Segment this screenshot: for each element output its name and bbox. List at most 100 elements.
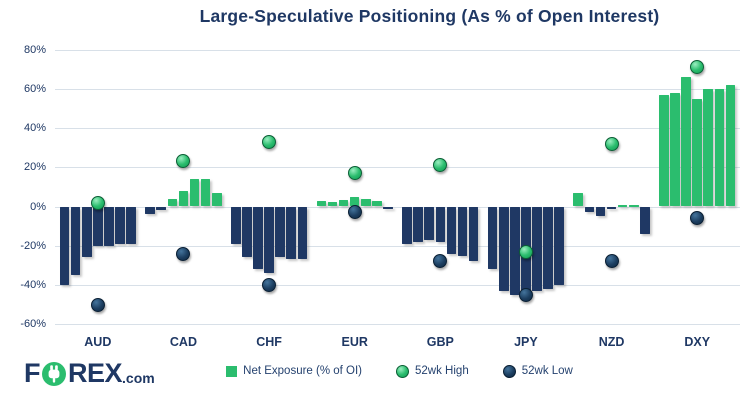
gridline [55,284,740,286]
net-exposure-bar [714,88,725,207]
net-exposure-bar [498,206,509,291]
chart-title: Large-Speculative Positioning (As % of O… [199,6,660,26]
x-axis-category-label: EUR [341,335,368,349]
net-exposure-bar [606,206,617,210]
chart-legend: Net Exposure (% of OI) 52wk High 52wk Lo… [170,361,629,381]
net-exposure-bar [200,179,211,207]
net-exposure-bar [327,201,338,207]
net-exposure-bar [316,200,327,207]
net-exposure-bar [81,206,92,258]
net-exposure-bar [402,206,412,244]
gridline [55,206,740,208]
net-exposure-bar [275,206,285,258]
gridline [55,49,740,51]
x-axis-category-label: CAD [169,335,197,349]
net-exposure-bar [286,206,297,260]
x-axis-category-label: JPY [514,335,538,349]
net-exposure-bar [584,206,595,213]
y-axis-tick-label: -20% [20,239,46,252]
52wk-low-dot [604,254,619,269]
net-exposure-bar [115,206,125,244]
52wk-low-dot [433,254,448,269]
net-exposure-bar [104,206,114,246]
net-exposure-bar [167,198,178,207]
net-exposure-bar [70,206,81,276]
net-exposure-swatch-icon [226,365,238,377]
52wk-high-dot [262,134,277,149]
gridline [55,128,740,130]
net-exposure-bar [372,200,382,207]
net-exposure-bar [126,206,136,244]
legend-label: 52wk High [415,365,469,377]
net-exposure-bar [59,206,70,285]
net-exposure-bar [725,84,736,207]
x-axis-category-label: DXY [684,335,711,349]
y-axis-tick-label: 60% [23,82,46,95]
net-exposure-bar [573,192,584,207]
net-exposure-bar [640,206,650,234]
net-exposure-bar [435,206,446,242]
net-exposure-bar [595,206,606,217]
52wk-low-dot [690,211,705,226]
net-exposure-bar [457,206,468,256]
logo-text-f: F [24,358,41,388]
52wk-high-dot [90,195,105,210]
gridline [55,245,740,247]
x-axis-category-label: NZD [598,335,625,349]
net-exposure-bar [681,77,691,207]
high-dot-swatch-icon [396,364,410,378]
logo-text-rex: REX [68,358,123,388]
net-exposure-bar [264,206,274,274]
net-exposure-bar [446,206,457,254]
forex-com-logo: F REX .com [24,358,155,389]
legend-item-net-exposure: Net Exposure (% of OI) [226,365,362,377]
net-exposure-bar [413,206,423,242]
y-axis-tick-label: 0% [30,200,46,213]
net-exposure-bar [670,92,680,207]
net-exposure-bar [230,206,241,244]
52wk-low-dot [262,277,277,292]
net-exposure-bar [532,206,542,291]
net-exposure-bar [692,98,702,207]
low-dot-swatch-icon [502,364,516,378]
net-exposure-bar [349,196,360,207]
net-exposure-bar [510,206,520,295]
net-exposure-bar [253,206,263,270]
gridline [55,167,740,169]
x-axis-category-label: GBP [426,335,454,349]
52wk-high-dot [347,166,362,181]
y-axis-tick-label: -40% [20,278,46,291]
net-exposure-bar [156,206,167,211]
net-exposure-bar [703,88,714,207]
net-exposure-bar [659,94,669,207]
net-exposure-bar [383,206,393,210]
net-exposure-bar [543,206,553,289]
net-exposure-bar [178,190,189,207]
net-exposure-bar [487,206,498,270]
legend-item-52wk-high: 52wk High [396,364,469,378]
net-exposure-bar [211,192,222,207]
net-exposure-bar [338,199,349,207]
net-exposure-bar [189,179,200,207]
net-exposure-bar [424,206,434,240]
legend-label: Net Exposure (% of OI) [243,365,363,377]
y-axis-tick-label: 40% [23,122,46,135]
net-exposure-bar [617,204,628,207]
52wk-high-dot [690,60,705,75]
legend-label: 52wk Low [521,365,573,377]
52wk-high-dot [518,244,533,259]
52wk-low-dot [518,287,533,302]
y-axis-tick-label: 80% [23,43,46,56]
52wk-high-dot [433,158,448,173]
legend-item-52wk-low: 52wk Low [502,364,573,378]
net-exposure-bar [360,198,371,207]
power-plug-icon [42,361,66,386]
gridline [55,324,740,326]
logo-text-com: .com [122,370,155,386]
52wk-high-dot [176,154,191,169]
52wk-high-dot [604,136,619,151]
gridline [55,88,740,90]
52wk-low-dot [347,205,362,220]
x-axis-category-label: CHF [256,335,282,349]
net-exposure-bar [242,206,252,258]
